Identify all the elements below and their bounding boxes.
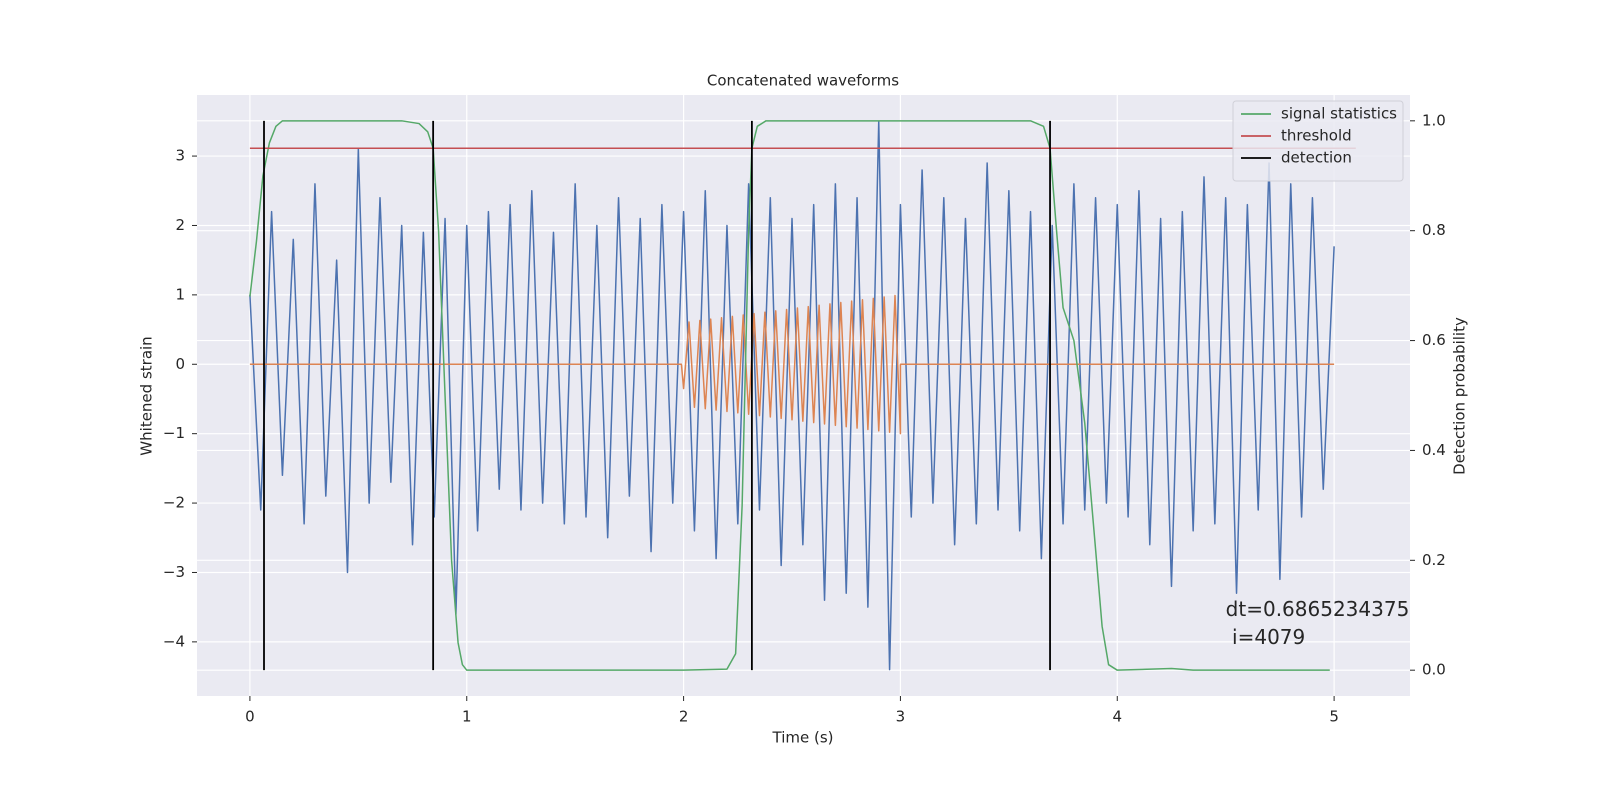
x-tick-label: 3 [896, 708, 906, 726]
legend-label: detection [1281, 149, 1352, 167]
x-tick-label: 4 [1112, 708, 1122, 726]
series-line [249, 294, 1335, 435]
y-tick-label: −2 [163, 494, 185, 512]
y-tick-label: −3 [163, 563, 185, 581]
legend: signal statistics threshold detection [1232, 100, 1404, 182]
annotation: dt=0.6865234375 [1226, 597, 1410, 621]
x-tick-label: 0 [245, 708, 255, 726]
series-line [249, 120, 1330, 671]
y2-tick-label: 0.6 [1422, 331, 1446, 349]
legend-box [1232, 100, 1404, 182]
y-tick-label: −1 [163, 424, 185, 442]
y2-tick-label: 0.4 [1422, 441, 1446, 459]
x-tick-label: 1 [462, 708, 472, 726]
x-tick-label: 5 [1329, 708, 1339, 726]
y2-tick-label: 0.2 [1422, 551, 1446, 569]
legend-label: signal statistics [1281, 105, 1397, 123]
x-axis-label: Time (s) [772, 729, 834, 747]
legend-label: threshold [1281, 127, 1352, 145]
y2-tick-label: 0.8 [1422, 221, 1446, 239]
y-tick-label: −4 [163, 632, 185, 650]
y2-tick-label: 0.0 [1422, 661, 1446, 679]
chart-title: Concatenated waveforms [707, 72, 899, 90]
y-tick-label: 3 [175, 147, 185, 165]
y-tick-label: 0 [175, 355, 185, 373]
annotation: i=4079 [1226, 625, 1306, 649]
y-axis-label: Whitened strain [138, 336, 156, 455]
y2-axis-label: Detection probability [1451, 317, 1469, 475]
y-tick-label: 2 [175, 216, 185, 234]
series-line [249, 120, 1335, 671]
plot-area [249, 120, 1356, 671]
y2-tick-label: 1.0 [1422, 111, 1446, 129]
y-tick-label: 1 [175, 285, 185, 303]
x-tick-label: 2 [679, 708, 689, 726]
